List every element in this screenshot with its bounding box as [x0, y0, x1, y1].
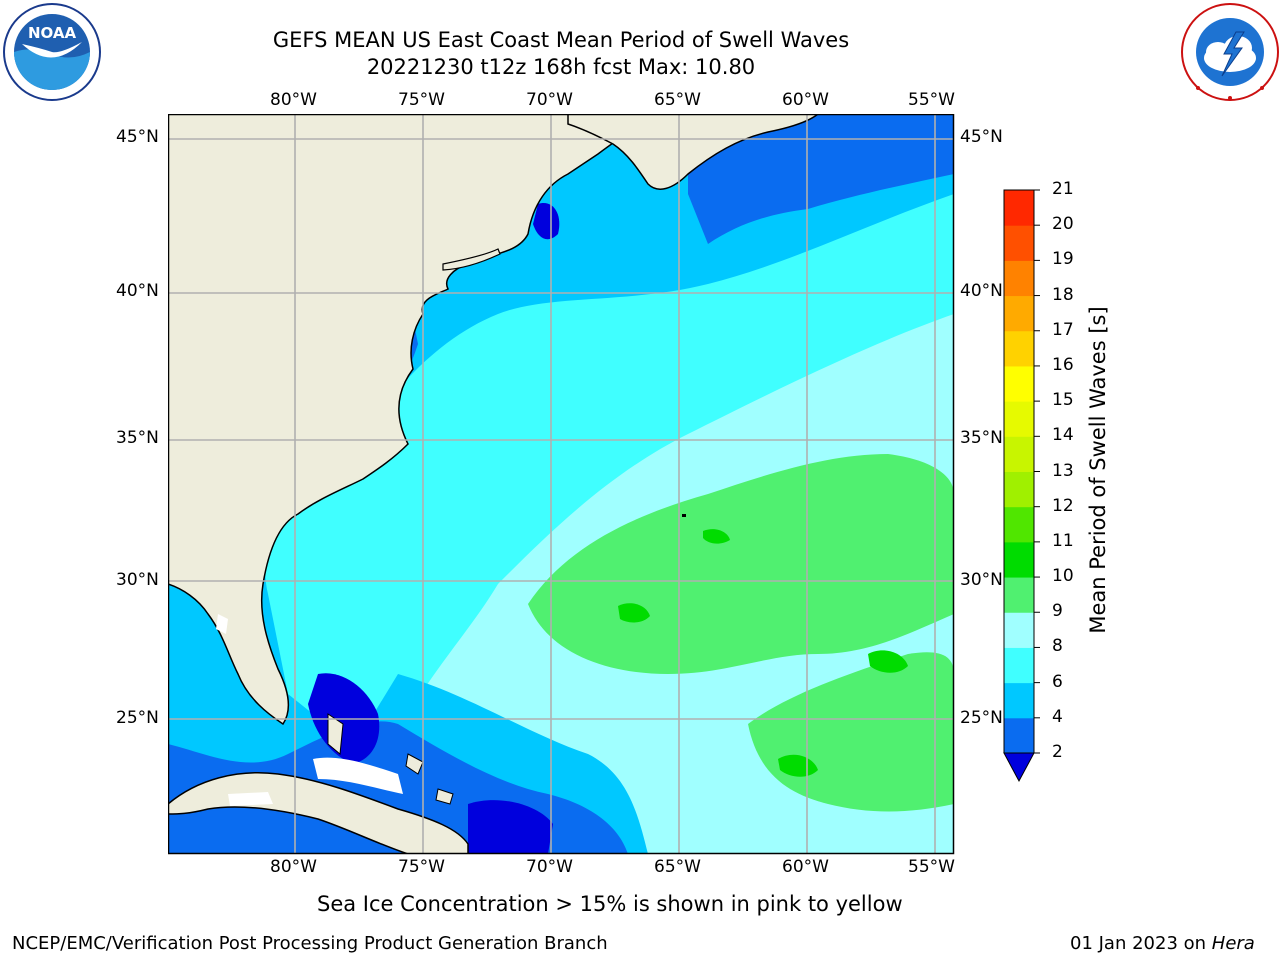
swell-period-map [168, 114, 955, 855]
colorbar-tick-label: 21 [1052, 179, 1074, 199]
contour-2-4-gulf-maine [688, 114, 954, 244]
colorbar-segment [1004, 260, 1034, 297]
colorbar-label: Mean Period of Swell Waves [s] [1086, 306, 1110, 633]
colorbar-segment [1004, 647, 1034, 684]
org-credit: NCEP/EMC/Verification Post Processing Pr… [12, 933, 608, 954]
missing-data-bahamas [313, 757, 403, 794]
colorbar-segment [1004, 541, 1034, 578]
colorbar-segment [1004, 471, 1034, 508]
sea-ice-note: Sea Ice Concentration > 15% is shown in … [317, 892, 903, 916]
contour-under-2-maine [533, 203, 560, 240]
colorbar-segment [1004, 436, 1034, 472]
colorbar-tick-label: 18 [1052, 284, 1074, 305]
date-credit: 01 Jan 2023 on Hera [1070, 933, 1255, 954]
lon-label-top: 65°W [654, 90, 701, 110]
land-cuba [168, 772, 469, 854]
lat-label-left: 35°N [116, 428, 159, 448]
colorbar-segment [1004, 717, 1034, 754]
colorbar-segment [1004, 577, 1034, 613]
land-bahamas-2 [405, 753, 424, 775]
missing-data-florida-keys [216, 614, 228, 634]
lat-label-left: 45°N [116, 127, 159, 147]
colorbar-tick-label: 9 [1052, 601, 1063, 622]
colorbar-segment [1004, 295, 1034, 332]
lat-label-left: 30°N [116, 570, 159, 590]
contour-10-11-a [618, 603, 650, 623]
noaa-logo-text: NOAA [28, 24, 77, 42]
land-long-island [442, 248, 501, 271]
map-frame [168, 114, 955, 855]
date-text: 01 Jan 2023 on [1070, 933, 1207, 954]
contour-under-2-caribbean [468, 800, 553, 854]
lon-label-bottom: 80°W [270, 857, 317, 877]
graticule [168, 114, 954, 854]
colorbar-segment [1004, 190, 1034, 226]
colorbar-tick-label: 8 [1052, 636, 1063, 657]
colorbar-segment [1004, 682, 1034, 719]
contour-10-11-d [703, 529, 730, 544]
lon-label-top: 60°W [782, 90, 829, 110]
colorbar-segment [1004, 401, 1034, 437]
lon-label-top: 55°W [908, 90, 955, 110]
land-us-east [168, 114, 669, 726]
lat-label-right: 45°N [960, 127, 1003, 147]
lat-label-right: 25°N [960, 708, 1003, 728]
lon-label-top: 70°W [526, 90, 573, 110]
colorbar-segment [1004, 506, 1034, 543]
colorbar-segment [1004, 330, 1034, 367]
lat-label-left: 25°N [116, 708, 159, 728]
land-bahamas-1 [327, 713, 344, 755]
map-title: GEFS MEAN US East Coast Mean Period of S… [272, 28, 850, 52]
noaa-logo: NOAA [3, 3, 101, 101]
lat-label-left: 40°N [116, 281, 159, 301]
colorbar-tick-label: 16 [1052, 354, 1074, 375]
colorbar-segment [1004, 225, 1034, 261]
lon-label-top: 75°W [398, 90, 445, 110]
lon-label-bottom: 55°W [908, 857, 955, 877]
colorbar-tick-label: 12 [1052, 495, 1074, 516]
land-bermuda [682, 514, 686, 517]
colorbar-segment [1004, 365, 1034, 402]
nws-logo [1181, 3, 1279, 101]
land-bahamas-3 [435, 788, 454, 805]
lon-label-bottom: 60°W [782, 857, 829, 877]
colorbar-tick-label: 13 [1052, 460, 1074, 481]
lat-label-right: 35°N [960, 428, 1003, 448]
colorbar-tick-label: 11 [1052, 530, 1074, 551]
lon-label-bottom: 70°W [526, 857, 573, 877]
machine-name: Hera [1211, 933, 1255, 954]
lat-label-right: 30°N [960, 570, 1003, 590]
colorbar-tick-label: 20 [1052, 214, 1074, 235]
missing-data-cuba [228, 792, 273, 806]
lon-label-top: 80°W [270, 90, 317, 110]
colorbar-tick-label: 6 [1052, 671, 1063, 692]
colorbar-segment [1004, 612, 1034, 648]
land-maritimes [567, 114, 820, 190]
colorbar-under-arrow [1003, 752, 1035, 783]
colorbar-label-text: Mean Period of Swell Waves [s] [1086, 306, 1110, 633]
colorbar-tick-label: 10 [1052, 566, 1074, 587]
colorbar-tick-label: 19 [1052, 249, 1074, 270]
colorbar-tick-label: 17 [1052, 319, 1074, 340]
map-subtitle: 20221230 t12z 168h fcst Max: 10.80 [366, 55, 756, 79]
colorbar-tick-label: 15 [1052, 390, 1074, 411]
lat-label-right: 40°N [960, 281, 1003, 301]
lon-label-bottom: 65°W [654, 857, 701, 877]
contour-10-11-c [778, 754, 818, 777]
colorbar-tick-label: 14 [1052, 425, 1074, 446]
colorbar [1003, 189, 1040, 783]
colorbar-tick-label: 4 [1052, 706, 1063, 727]
lon-label-bottom: 75°W [398, 857, 445, 877]
colorbar-tick-label: 2 [1052, 742, 1063, 762]
contour-10-11-b [868, 650, 908, 673]
